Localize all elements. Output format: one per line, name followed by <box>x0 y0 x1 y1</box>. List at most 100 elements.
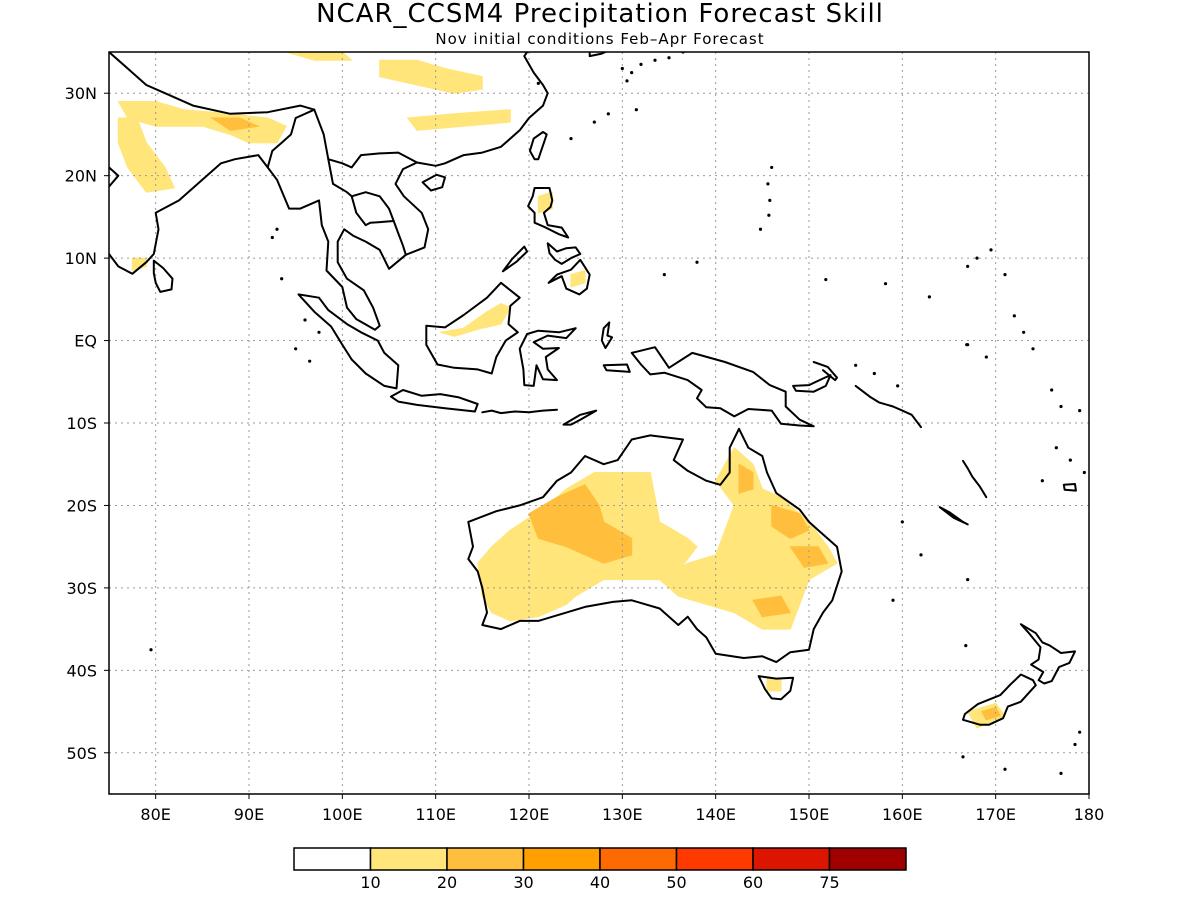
islet <box>964 644 968 648</box>
coastline-myanmar-border <box>266 108 316 169</box>
coastline-borneo <box>425 281 521 375</box>
islet <box>667 56 671 60</box>
skill-region-mindanao <box>570 269 586 288</box>
islet <box>308 359 312 363</box>
skill-region-e-australia-core <box>738 463 754 494</box>
islet <box>634 108 638 112</box>
y-tick-label: 10S <box>66 414 97 433</box>
islet <box>1050 388 1054 392</box>
chart-subtitle: Nov initial conditions Feb–Apr Forecast <box>435 30 764 48</box>
colorbar-label: 30 <box>513 873 533 892</box>
coastline-thailand-border <box>350 195 395 227</box>
skill-shading-layer <box>117 52 1006 729</box>
islet <box>280 277 284 281</box>
coastline-vanuatu <box>962 459 988 499</box>
skill-region-tasmania <box>766 678 782 692</box>
islet <box>275 227 279 231</box>
latitude-tick-labels: 30N 20N 10N EQ 10S 20S 30S 40S 50S <box>65 84 109 763</box>
islet <box>891 598 895 602</box>
islet <box>639 62 643 66</box>
colorbar-swatch <box>675 847 754 871</box>
colorbar-label: 10 <box>360 873 380 892</box>
graticule <box>109 52 1089 794</box>
islet <box>625 79 629 83</box>
coastline-new-britain <box>792 374 832 393</box>
islet <box>854 363 858 367</box>
x-tick-label: 150E <box>789 805 830 824</box>
islet <box>270 235 274 240</box>
skill-colorbar: 10 20 30 40 50 60 75 <box>293 847 907 892</box>
islet <box>966 578 970 582</box>
coastline-sumatra <box>297 293 400 390</box>
coastline-nz-south <box>962 673 1037 726</box>
islet <box>1059 771 1063 775</box>
islet <box>592 120 596 124</box>
colorbar-label: 40 <box>590 873 610 892</box>
islet <box>536 81 540 85</box>
islet <box>1031 347 1035 351</box>
coastline-tasmania <box>757 675 795 701</box>
skill-region-india-n-core <box>210 117 261 131</box>
longitude-tick-labels: 80E 90E 100E 110E 120E 130E 140E 150E 160E 170E 18… <box>140 794 1104 824</box>
chart-title: NCAR_CCSM4 Precipitation Forecast Skill <box>316 0 884 29</box>
islet <box>662 273 666 277</box>
islet <box>1068 458 1072 462</box>
coastline-layer <box>109 52 1086 775</box>
islet <box>1003 273 1007 277</box>
coastline-visayas <box>546 242 582 265</box>
skill-region-sri-lanka <box>131 257 147 272</box>
map-frame <box>108 51 1090 795</box>
x-tick-label: 120E <box>509 805 550 824</box>
coastline-mindanao <box>547 258 591 296</box>
colorbar-label: 50 <box>666 873 686 892</box>
x-tick-label: 160E <box>882 805 923 824</box>
x-tick-label: 90E <box>234 805 264 824</box>
islet <box>569 136 573 141</box>
coastline-australia <box>467 427 843 664</box>
x-tick-label: 110E <box>415 805 456 824</box>
coastline-hainan <box>421 173 446 192</box>
coastline-seram <box>602 363 631 373</box>
islet <box>965 343 969 347</box>
islet <box>767 213 771 217</box>
coastline-fiji <box>1062 483 1077 492</box>
x-tick-label: 100E <box>322 805 363 824</box>
skill-region-e-australia-core4 <box>752 595 792 618</box>
colorbar-swatch <box>752 847 831 871</box>
y-tick-label: 30N <box>65 84 97 103</box>
islet <box>975 256 979 260</box>
islet <box>1082 470 1086 475</box>
y-tick-label: 30S <box>66 579 97 598</box>
coastline-timor <box>562 409 598 426</box>
y-tick-label: 20N <box>65 167 97 186</box>
islet <box>606 112 610 116</box>
islet <box>294 347 298 351</box>
skill-region-w-australia-core <box>528 484 633 564</box>
y-tick-label: 40S <box>66 661 97 680</box>
islet <box>758 227 763 231</box>
islet <box>770 165 774 170</box>
islet <box>1040 479 1044 483</box>
colorbar-label: 75 <box>819 873 839 892</box>
coastline-palawan <box>501 245 529 273</box>
x-tick-label: 130E <box>602 805 643 824</box>
y-tick-label: 20S <box>66 496 97 515</box>
coastline-new-ireland <box>812 361 838 382</box>
coastline-sulawesi <box>518 327 577 387</box>
skill-region-new-zealand-core <box>980 706 1002 721</box>
coastline-flores-chain <box>481 408 558 415</box>
islet <box>768 198 772 202</box>
islet <box>303 318 307 322</box>
coastline-nz-north <box>1019 623 1076 685</box>
islet <box>989 248 993 252</box>
y-tick-label: 10N <box>65 249 97 268</box>
coastline-taiwan <box>528 131 548 161</box>
x-tick-label: 180 <box>1074 805 1105 824</box>
x-tick-label: 140E <box>695 805 736 824</box>
islet <box>872 371 876 376</box>
coastline-new-guinea <box>630 346 815 428</box>
skill-region-india-w <box>117 117 176 193</box>
colorbar-label: 60 <box>743 873 763 892</box>
colorbar-swatch <box>599 847 678 871</box>
skill-region-e-australia <box>658 446 838 630</box>
